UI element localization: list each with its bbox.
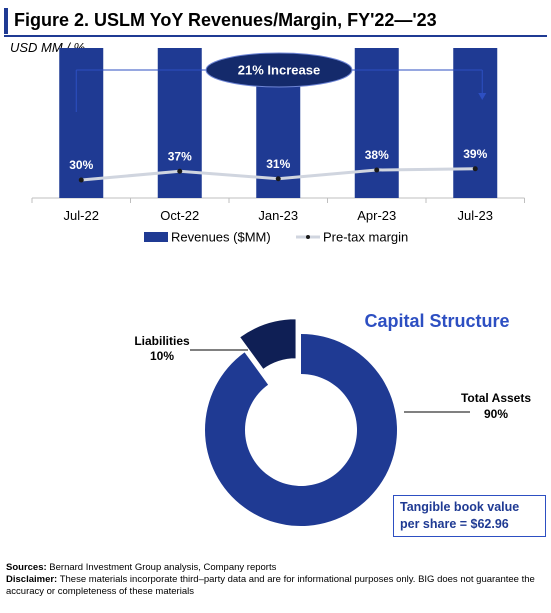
increase-annotation: 21% Increase — [238, 63, 320, 78]
liabilities-label: Liabilities — [134, 334, 190, 348]
disclaimer-line: Disclaimer: These materials incorporate … — [6, 574, 546, 598]
total-assets-slice — [205, 334, 398, 526]
revenue-data-label: 58 — [271, 48, 285, 50]
header-accent-bar — [4, 8, 8, 34]
legend-swatch-margin-point — [306, 235, 310, 239]
legend-label-margin: Pre-tax margin — [323, 230, 408, 245]
header-rule — [4, 35, 547, 37]
x-tick-label: Jul-23 — [458, 208, 493, 223]
sources-text: Bernard Investment Group analysis, Compa… — [46, 562, 277, 573]
margin-point — [177, 168, 183, 174]
increase-pill — [205, 52, 353, 88]
x-tick-label: Jan-23 — [258, 208, 298, 223]
margin-data-label: 30% — [69, 158, 93, 172]
liabilities-slice — [238, 318, 297, 371]
margin-point — [472, 166, 478, 172]
margin-point — [78, 177, 84, 183]
revenue-margin-chart: 616758677430%37%31%38%39%Jul-22Oct-22Jan… — [31, 48, 525, 245]
tangible-book-value-callout: Tangible book value per share = $62.96 — [393, 495, 546, 537]
footer: Sources: Bernard Investment Group analys… — [6, 562, 546, 598]
figure-title: Figure 2. USLM YoY Revenues/Margin, FY'2… — [14, 10, 437, 30]
x-tick-label: Oct-22 — [160, 208, 199, 223]
sources-label: Sources: — [6, 562, 47, 573]
legend-label-revenues: Revenues ($MM) — [171, 230, 271, 245]
callout-line-1: Tangible book value — [400, 500, 520, 514]
margin-data-label: 38% — [365, 148, 389, 162]
revenue-bar — [453, 48, 498, 198]
total-assets-value-label: 90% — [484, 407, 508, 421]
margin-data-label: 37% — [168, 149, 192, 163]
figure-header: Figure 2. USLM YoY Revenues/Margin, FY'2… — [4, 6, 547, 37]
total-assets-label: Total Assets — [461, 391, 531, 405]
liabilities-value-label: 10% — [150, 349, 174, 363]
revenue-bar — [59, 48, 104, 198]
disclaimer-text: These materials incorporate third–party … — [6, 574, 535, 597]
x-tick-label: Apr-23 — [357, 208, 396, 223]
legend-swatch-revenues — [144, 232, 168, 242]
margin-data-label: 39% — [463, 147, 487, 161]
margin-point — [374, 167, 380, 173]
donut-title: Capital Structure — [364, 311, 509, 331]
disclaimer-label: Disclaimer: — [6, 574, 58, 585]
revenue-bar — [354, 48, 399, 199]
sources-line: Sources: Bernard Investment Group analys… — [6, 562, 546, 574]
margin-data-label: 31% — [266, 157, 290, 171]
callout-line-2: per share = $62.96 — [400, 517, 509, 531]
x-tick-label: Jul-22 — [64, 208, 99, 223]
margin-point — [275, 176, 281, 182]
increase-arrowhead — [478, 93, 487, 100]
